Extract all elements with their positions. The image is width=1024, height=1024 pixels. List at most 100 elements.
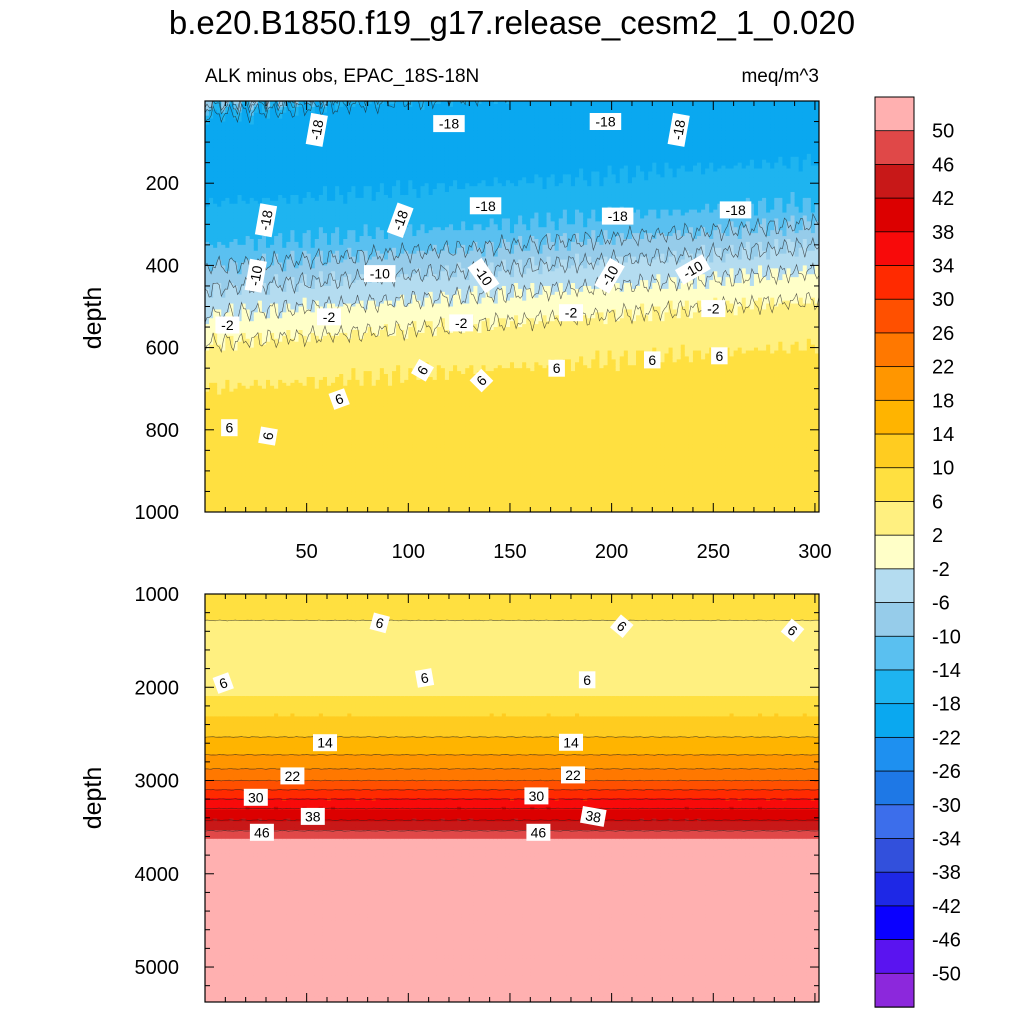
field-cell bbox=[213, 268, 218, 272]
field-cell bbox=[253, 197, 259, 202]
field-cell bbox=[302, 212, 308, 217]
field-cell bbox=[209, 397, 214, 402]
field-cell bbox=[209, 147, 214, 152]
field-cell bbox=[237, 300, 243, 305]
field-cell bbox=[213, 341, 218, 346]
field-cell bbox=[209, 441, 214, 446]
field-cell bbox=[282, 177, 287, 181]
field-cell bbox=[306, 309, 312, 313]
field-cell bbox=[241, 509, 247, 512]
field-cell bbox=[257, 418, 263, 422]
field-cell bbox=[257, 318, 263, 322]
field-cell bbox=[205, 327, 210, 331]
field-cell bbox=[245, 476, 251, 481]
field-cell bbox=[290, 426, 296, 431]
field-cell bbox=[286, 379, 291, 384]
field-cell bbox=[249, 359, 255, 363]
field-cell bbox=[270, 277, 275, 281]
field-cell bbox=[290, 409, 296, 413]
field-cell bbox=[302, 230, 308, 234]
field-cell bbox=[265, 165, 271, 170]
field-cell bbox=[265, 344, 271, 349]
field-cell bbox=[229, 362, 235, 366]
field-cell bbox=[225, 465, 230, 469]
field-cell bbox=[290, 168, 296, 173]
field-cell bbox=[205, 112, 210, 117]
field-cell bbox=[298, 391, 304, 396]
field-cell bbox=[257, 109, 263, 114]
field-cell bbox=[302, 189, 308, 193]
field-cell bbox=[225, 256, 230, 261]
field-cell bbox=[286, 227, 291, 231]
field-cell bbox=[265, 335, 271, 340]
field-cell bbox=[286, 426, 291, 431]
field-cell bbox=[217, 227, 222, 231]
field-cell bbox=[237, 429, 243, 434]
field-cell bbox=[209, 470, 214, 475]
field-cell bbox=[306, 288, 312, 293]
field-cell bbox=[209, 335, 214, 340]
field-cell bbox=[302, 391, 308, 396]
field-cell bbox=[282, 145, 287, 149]
field-cell bbox=[205, 456, 210, 460]
field-cell bbox=[290, 500, 296, 504]
field-cell bbox=[265, 297, 271, 302]
field-cell bbox=[241, 423, 247, 428]
field-cell bbox=[249, 142, 255, 146]
field-cell bbox=[298, 406, 304, 410]
field-cell bbox=[233, 365, 239, 369]
field-cell bbox=[249, 347, 255, 352]
field-cell bbox=[310, 418, 316, 422]
field-cell bbox=[221, 241, 226, 246]
field-cell bbox=[294, 362, 300, 366]
field-cell bbox=[249, 189, 255, 193]
field-cell bbox=[306, 303, 312, 308]
field-cell bbox=[241, 233, 247, 237]
field-cell bbox=[253, 418, 259, 422]
field-cell bbox=[282, 121, 287, 126]
field-cell bbox=[306, 265, 312, 269]
field-cell bbox=[249, 127, 255, 131]
field-cell bbox=[205, 153, 210, 158]
field-cell bbox=[290, 403, 296, 407]
field-cell bbox=[314, 485, 320, 490]
field-cell bbox=[286, 420, 291, 425]
field-cell bbox=[318, 180, 324, 184]
field-cell bbox=[314, 221, 320, 225]
field-cell bbox=[274, 147, 279, 152]
field-cell bbox=[213, 262, 218, 266]
field-cell bbox=[209, 274, 214, 278]
field-cell bbox=[298, 306, 304, 311]
field-cell bbox=[270, 376, 275, 381]
field-cell bbox=[229, 491, 235, 495]
field-cell bbox=[306, 109, 312, 114]
field-cell bbox=[306, 426, 312, 431]
field-cell bbox=[253, 409, 259, 413]
field-cell bbox=[302, 318, 308, 322]
field-cell bbox=[270, 450, 275, 454]
field-cell bbox=[241, 265, 247, 269]
field-cell bbox=[274, 418, 279, 422]
field-cell bbox=[282, 159, 287, 164]
field-cell bbox=[241, 291, 247, 296]
field-cell bbox=[205, 130, 210, 134]
field-cell bbox=[237, 403, 243, 407]
field-cell bbox=[298, 291, 304, 296]
field-cell bbox=[245, 459, 251, 463]
field-cell bbox=[217, 271, 222, 275]
field-cell bbox=[217, 362, 222, 366]
field-cell bbox=[306, 420, 312, 425]
field-cell bbox=[302, 288, 308, 293]
field-cell bbox=[318, 435, 324, 440]
field-cell bbox=[209, 368, 214, 372]
field-cell bbox=[290, 497, 296, 501]
field-cell bbox=[253, 371, 259, 375]
field-cell bbox=[241, 371, 247, 375]
field-cell bbox=[294, 162, 300, 167]
field-cell bbox=[306, 297, 312, 302]
field-cell bbox=[282, 206, 287, 211]
field-cell bbox=[229, 183, 235, 187]
field-cell bbox=[257, 112, 263, 117]
field-cell bbox=[253, 429, 259, 434]
field-cell bbox=[290, 397, 296, 402]
